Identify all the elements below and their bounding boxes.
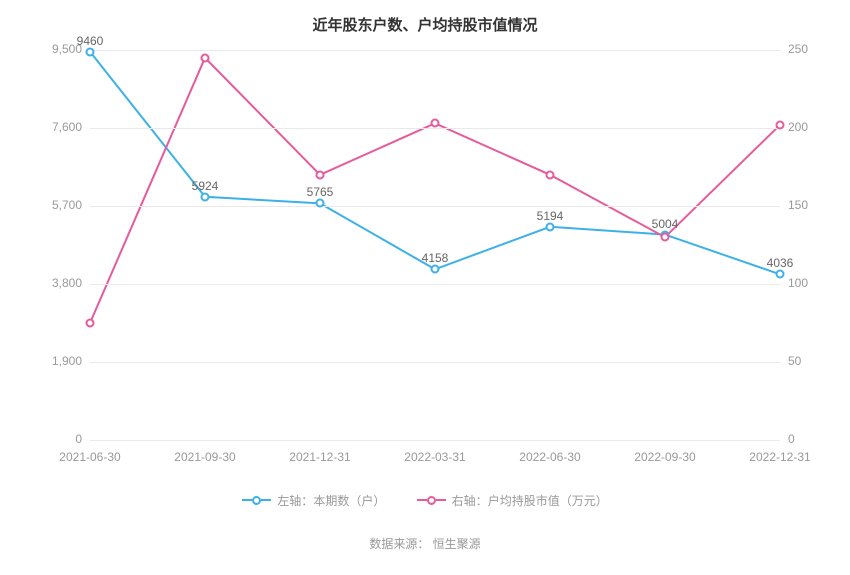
legend-prefix: 左轴： bbox=[277, 492, 313, 509]
series-lines bbox=[90, 50, 780, 440]
x-tick: 2021-12-31 bbox=[289, 450, 350, 464]
source-prefix: 数据来源： bbox=[369, 537, 429, 551]
chart-title: 近年股东户数、户均持股市值情况 bbox=[0, 0, 850, 35]
x-tick: 2022-03-31 bbox=[404, 450, 465, 464]
data-label: 4036 bbox=[767, 256, 794, 270]
x-tick: 2022-06-30 bbox=[519, 450, 580, 464]
data-marker bbox=[776, 270, 785, 279]
grid-line bbox=[90, 440, 780, 441]
y-right-tick: 200 bbox=[788, 120, 838, 134]
data-marker bbox=[316, 199, 325, 208]
x-tick: 2021-09-30 bbox=[174, 450, 235, 464]
data-marker bbox=[546, 170, 555, 179]
data-marker bbox=[431, 265, 440, 274]
data-marker bbox=[316, 170, 325, 179]
y-right-tick: 100 bbox=[788, 276, 838, 290]
legend-line-icon bbox=[436, 499, 446, 501]
y-left-tick: 0 bbox=[22, 432, 82, 446]
y-left-tick: 9,500 bbox=[22, 42, 82, 56]
data-label: 5004 bbox=[652, 216, 679, 230]
data-label: 5924 bbox=[192, 179, 219, 193]
plot-area: 001,900503,8001005,7001507,6002009,50025… bbox=[90, 50, 780, 440]
data-marker bbox=[546, 222, 555, 231]
data-label: 5765 bbox=[307, 185, 334, 199]
grid-line bbox=[90, 128, 780, 129]
x-tick: 2022-12-31 bbox=[749, 450, 810, 464]
y-left-tick: 7,600 bbox=[22, 120, 82, 134]
y-left-tick: 1,900 bbox=[22, 354, 82, 368]
chart-container: 近年股东户数、户均持股市值情况 001,900503,8001005,70015… bbox=[0, 0, 850, 575]
legend-label: 本期数（户） bbox=[313, 492, 385, 509]
data-label: 4158 bbox=[422, 251, 449, 265]
legend-line-icon bbox=[261, 499, 271, 501]
grid-line bbox=[90, 284, 780, 285]
y-right-tick: 250 bbox=[788, 42, 838, 56]
data-label: 9460 bbox=[77, 33, 104, 47]
y-right-tick: 50 bbox=[788, 354, 838, 368]
data-label: 5194 bbox=[537, 209, 564, 223]
data-marker bbox=[86, 47, 95, 56]
legend: 左轴： 本期数（户） 右轴： 户均持股市值（万元） bbox=[0, 490, 850, 509]
grid-line bbox=[90, 50, 780, 51]
data-source: 数据来源： 恒生聚源 bbox=[0, 535, 850, 552]
y-left-tick: 5,700 bbox=[22, 198, 82, 212]
legend-swatch-right bbox=[417, 496, 446, 505]
y-right-tick: 0 bbox=[788, 432, 838, 446]
data-marker bbox=[201, 53, 210, 62]
data-marker bbox=[201, 192, 210, 201]
y-right-tick: 150 bbox=[788, 198, 838, 212]
legend-swatch-left bbox=[242, 496, 271, 505]
x-tick: 2021-06-30 bbox=[59, 450, 120, 464]
data-marker bbox=[431, 119, 440, 128]
legend-line-icon bbox=[242, 499, 252, 501]
grid-line bbox=[90, 362, 780, 363]
legend-label: 户均持股市值（万元） bbox=[488, 492, 608, 509]
legend-prefix: 右轴： bbox=[452, 492, 488, 509]
legend-item-right: 右轴： 户均持股市值（万元） bbox=[417, 492, 608, 509]
grid-line bbox=[90, 206, 780, 207]
data-marker bbox=[661, 233, 670, 242]
legend-marker-icon bbox=[252, 496, 261, 505]
legend-item-left: 左轴： 本期数（户） bbox=[242, 492, 385, 509]
x-tick: 2022-09-30 bbox=[634, 450, 695, 464]
data-marker bbox=[86, 319, 95, 328]
data-marker bbox=[776, 120, 785, 129]
legend-line-icon bbox=[417, 499, 427, 501]
legend-marker-icon bbox=[427, 496, 436, 505]
source-name: 恒生聚源 bbox=[433, 537, 481, 551]
y-left-tick: 3,800 bbox=[22, 276, 82, 290]
